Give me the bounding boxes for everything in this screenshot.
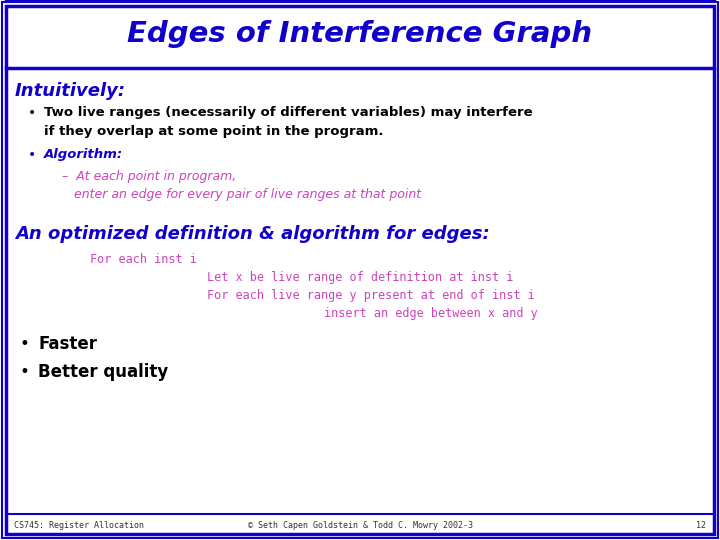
Text: For each inst i: For each inst i [90, 253, 197, 266]
Text: •: • [20, 363, 30, 381]
Text: Algorithm:: Algorithm: [44, 148, 123, 161]
Text: An optimized definition & algorithm for edges:: An optimized definition & algorithm for … [15, 225, 490, 243]
Text: enter an edge for every pair of live ranges at that point: enter an edge for every pair of live ran… [62, 188, 421, 201]
Text: Better quality: Better quality [38, 363, 168, 381]
Text: 12: 12 [696, 521, 706, 530]
Text: CS745: Register Allocation: CS745: Register Allocation [14, 521, 144, 530]
Text: •: • [28, 148, 36, 162]
Text: Let x be live range of definition at inst i: Let x be live range of definition at ins… [150, 271, 513, 284]
Text: –  At each point in program,: – At each point in program, [62, 170, 236, 183]
Text: Two live ranges (necessarily of different variables) may interfere
if they overl: Two live ranges (necessarily of differen… [44, 106, 533, 138]
Text: •: • [20, 335, 30, 353]
Text: Intuitively:: Intuitively: [15, 82, 126, 100]
Text: Faster: Faster [38, 335, 97, 353]
Text: •: • [28, 106, 36, 120]
Text: For each live range y present at end of inst i: For each live range y present at end of … [150, 289, 535, 302]
Text: © Seth Capen Goldstein & Todd C. Mowry 2002-3: © Seth Capen Goldstein & Todd C. Mowry 2… [248, 521, 472, 530]
Text: insert an edge between x and y: insert an edge between x and y [210, 307, 538, 320]
Text: Edges of Interference Graph: Edges of Interference Graph [127, 20, 593, 48]
